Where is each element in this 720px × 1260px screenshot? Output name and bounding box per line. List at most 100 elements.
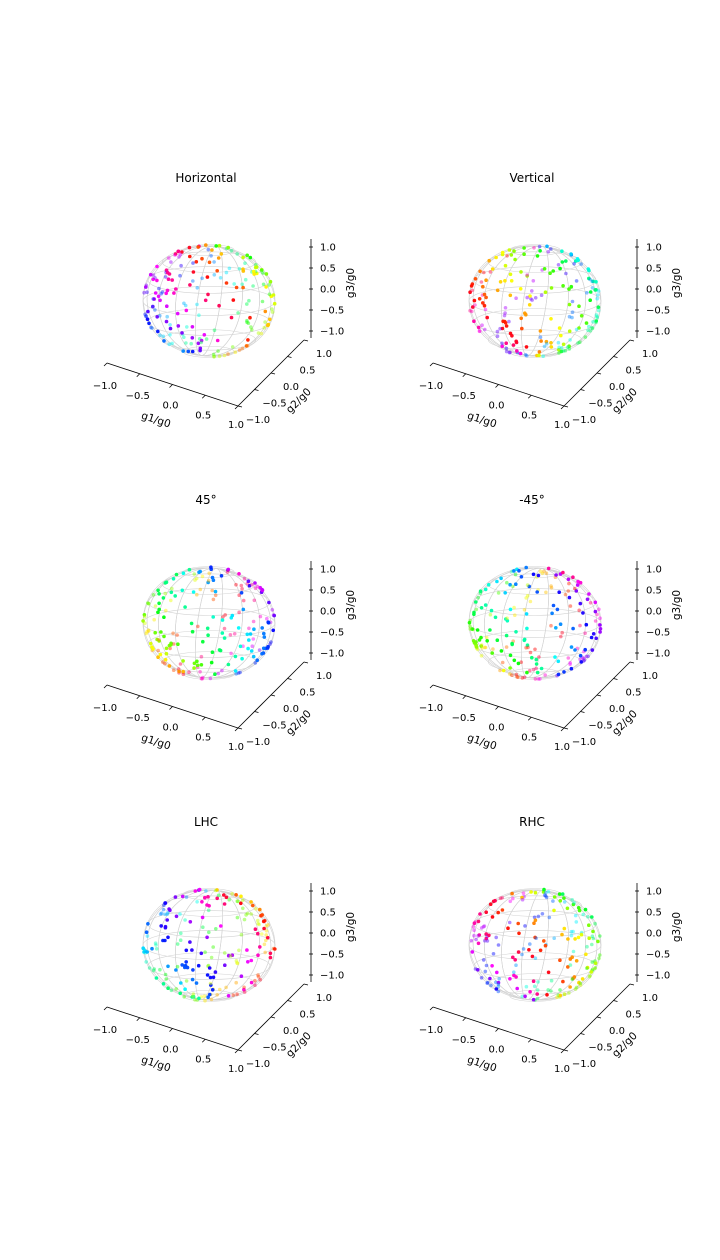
data-point [544,342,549,346]
data-point [512,605,516,610]
data-point [198,587,203,592]
data-point [558,622,563,626]
x-tick-label: −0.5 [126,1035,150,1046]
data-point [533,956,538,960]
data-point [530,954,535,959]
data-point [564,259,568,263]
x-axis: −1.0 −0.5 0.0 0.5 1.0 g1/g0 [419,362,570,431]
data-point [208,975,213,980]
data-point [157,592,161,596]
data-point [242,985,246,990]
data-point [168,326,173,331]
data-point [172,642,176,646]
data-point [578,623,582,628]
data-point [246,646,250,651]
subplot-5: RHC−1.0−0.50.00.51.0g1/g0 −1.0−0.50.00.51… [419,815,683,1075]
data-point [588,298,592,303]
data-point [246,960,250,964]
data-point [158,912,163,916]
data-point [145,630,149,634]
data-point [169,260,173,264]
data-point [528,942,532,946]
data-point [164,580,169,584]
data-point [268,642,272,646]
x-tick-label: −0.5 [452,1035,476,1046]
data-point [584,952,588,957]
data-point [262,325,267,330]
data-point [567,302,572,307]
data-point [243,277,248,282]
data-point [487,933,491,938]
data-point [484,635,489,640]
data-point [483,603,488,607]
data-point [538,335,543,340]
data-point [173,594,177,598]
data-point [168,323,172,327]
y-tick-label: 0.5 [626,688,642,699]
data-point [514,582,518,586]
data-point [242,990,247,994]
y-tick-label: −0.5 [262,721,286,732]
data-point [594,636,598,641]
data-point [222,626,227,631]
data-point [164,608,168,613]
data-point [150,946,154,951]
data-point [572,901,576,905]
data-point [202,994,207,998]
data-point [253,581,257,585]
x-axis-label: g1/g0 [466,410,498,431]
data-point [534,666,538,671]
data-point [175,964,180,969]
data-point [518,351,523,356]
z-tick-label: 0.0 [320,285,336,296]
data-point [551,603,556,608]
data-point [562,896,566,900]
data-point [586,654,590,659]
data-point [559,349,564,354]
data-point [148,272,153,277]
data-point [190,349,195,354]
data-point [247,583,252,588]
data-point [206,633,210,637]
data-point [560,630,564,635]
x-axis: −1.0 −0.5 0.0 0.5 1.0 g1/g0 [93,362,244,431]
y-tick-label: −1.0 [246,737,270,748]
data-point [508,666,512,670]
data-point [499,649,504,653]
x-axis-label: g1/g0 [140,410,172,431]
data-point [477,329,482,333]
data-point [568,662,572,667]
data-point [210,650,215,654]
data-point [467,620,472,625]
data-point [561,342,566,347]
data-point [496,980,501,985]
data-point [164,977,168,981]
data-point [476,325,481,330]
z-tick-label: 0.5 [646,264,662,275]
data-point [498,280,503,284]
data-point [546,970,551,975]
data-point [577,304,581,309]
data-point [557,326,562,330]
data-point [584,622,589,627]
data-point [556,659,561,664]
data-point [183,987,187,991]
data-point [487,258,491,263]
data-point [518,287,523,291]
data-point [531,667,536,672]
data-point [503,279,507,283]
data-point [502,313,507,318]
data-point [500,896,504,900]
data-point [504,346,509,351]
data-point [472,921,477,925]
data-point [241,285,245,290]
data-point [585,966,589,970]
data-point [208,676,213,681]
data-point [206,895,210,899]
data-point [250,583,254,587]
data-point [524,612,529,616]
data-point [486,583,491,587]
data-point [525,643,530,647]
data-point [253,265,258,270]
data-point [215,338,220,343]
